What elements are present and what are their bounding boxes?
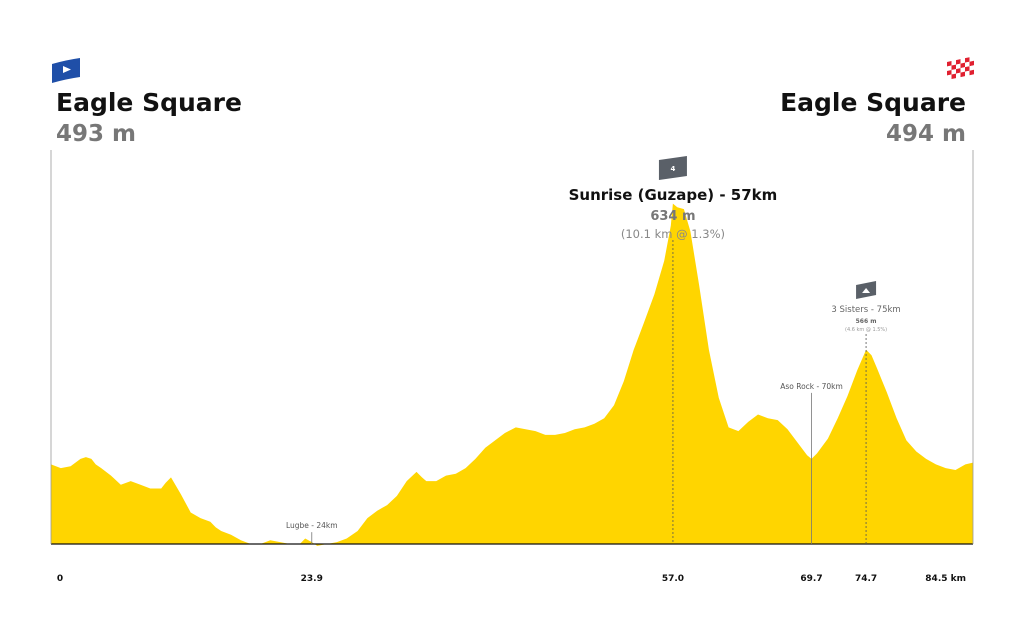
x-tick-label: 84.5 km [925,574,966,584]
x-tick-label: 69.7 [800,574,822,584]
climb-category: 4 [671,165,676,173]
climb-name: 3 Sisters - 75km [831,305,900,315]
climb-gradient: (4.6 km @ 1.5%) [845,327,887,333]
start-name: Eagle Square [56,88,242,117]
profile-area [51,203,973,546]
climb-elevation: 634 m [650,209,695,224]
start-flag-icon [52,58,80,83]
x-tick-label: 23.9 [301,574,323,584]
climb-category-badge: 4 [658,156,687,180]
waypoint-name: Lugbe - 24km [286,521,338,530]
finish-name: Eagle Square [780,88,966,117]
climb-category-badge [856,281,877,299]
x-tick-label: 0 [57,574,63,584]
checkered-flag-icon [947,56,974,80]
waypoint-marker: Aso Rock - 70km [780,382,843,544]
finish-elevation: 494 m [886,121,966,147]
start-elevation: 493 m [56,121,136,147]
mountain-icon [862,288,871,293]
x-tick-label: 57.0 [662,574,684,584]
waypoint-name: Aso Rock - 70km [780,382,843,391]
climb-elevation: 566 m [856,318,877,325]
climb-gradient: (10.1 km @ 1.3%) [621,227,725,241]
climb-name: Sunrise (Guzape) - 57km [569,186,778,204]
x-tick-label: 74.7 [855,574,877,584]
climb-marker: 4 Sunrise (Guzape) - 57km 634 m (10.1 km @ … [569,156,778,544]
climb-marker: 3 Sisters - 75km 566 m (4.6 km @ 1.5%) [831,281,901,544]
waypoint-marker: Lugbe - 24km [286,521,338,544]
